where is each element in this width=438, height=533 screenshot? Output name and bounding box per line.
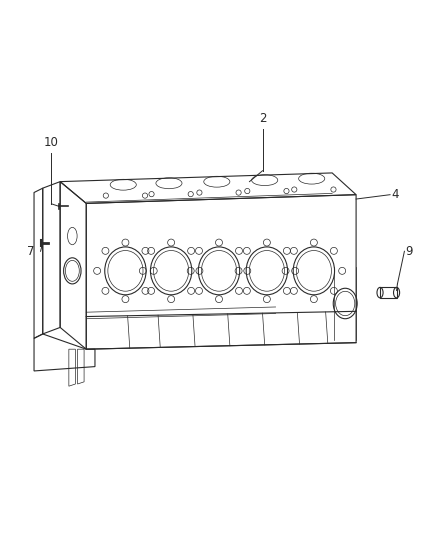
Text: 9: 9 xyxy=(405,245,413,258)
Text: 2: 2 xyxy=(259,112,266,125)
Text: 10: 10 xyxy=(44,136,59,149)
Text: 7: 7 xyxy=(27,245,35,258)
Text: 4: 4 xyxy=(391,188,399,201)
